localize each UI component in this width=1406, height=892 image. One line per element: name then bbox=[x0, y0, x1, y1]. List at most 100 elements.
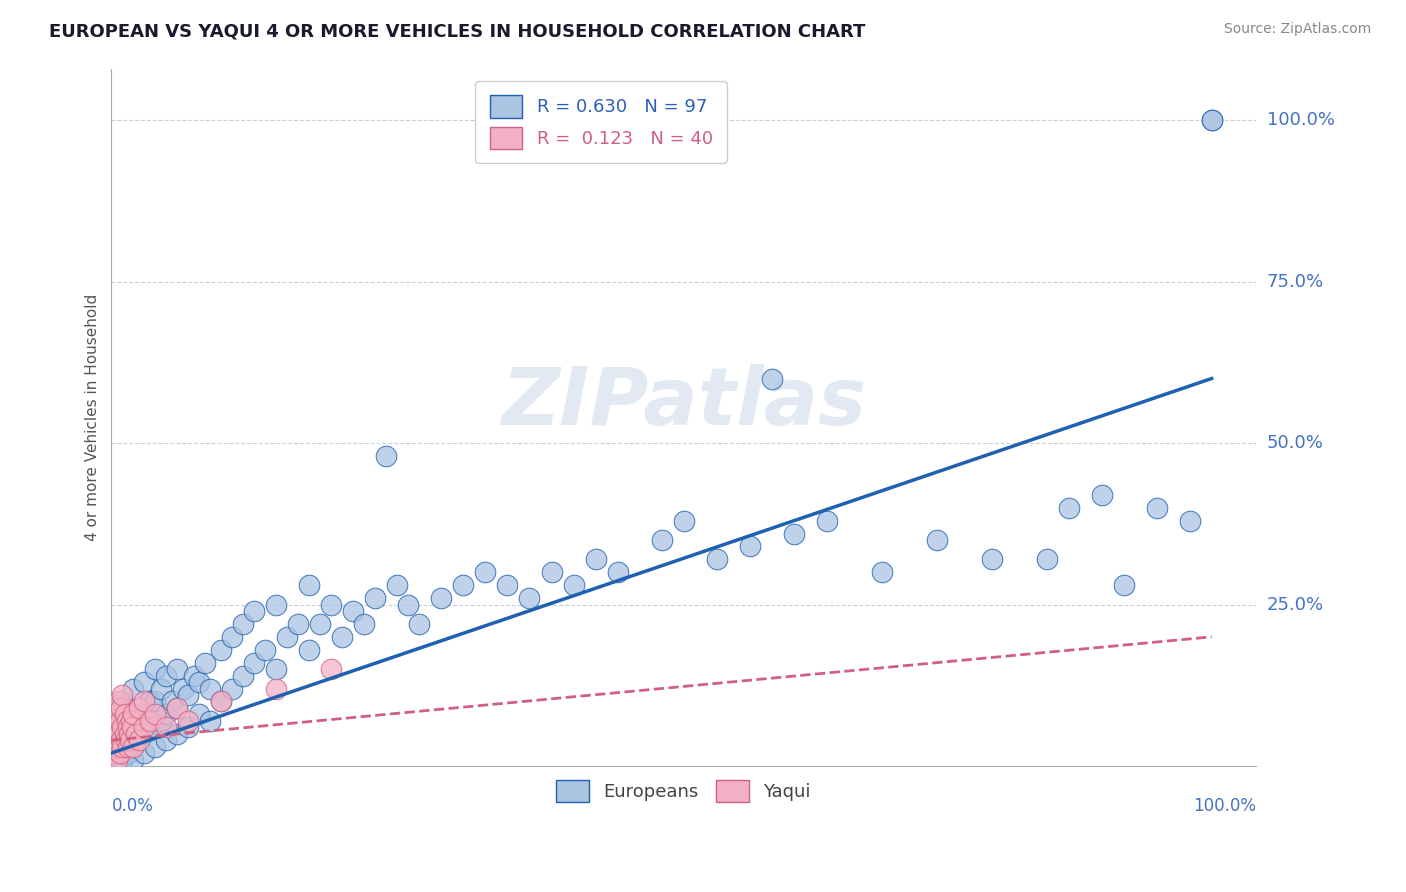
Point bbox=[1201, 113, 1223, 128]
Point bbox=[124, 727, 146, 741]
Point bbox=[120, 733, 142, 747]
Text: Source: ZipAtlas.com: Source: ZipAtlas.com bbox=[1223, 22, 1371, 37]
Point bbox=[120, 714, 142, 728]
Point bbox=[166, 727, 188, 741]
Point bbox=[706, 552, 728, 566]
Point bbox=[1091, 488, 1114, 502]
Point bbox=[139, 714, 162, 728]
Point bbox=[107, 707, 129, 722]
Point bbox=[108, 753, 131, 767]
Point bbox=[128, 733, 150, 747]
Point bbox=[128, 701, 150, 715]
Point bbox=[145, 662, 167, 676]
Point bbox=[375, 449, 398, 463]
Point bbox=[122, 707, 145, 722]
Text: 50.0%: 50.0% bbox=[1267, 434, 1323, 452]
Point bbox=[1112, 578, 1135, 592]
Point bbox=[276, 630, 298, 644]
Point bbox=[606, 566, 628, 580]
Point bbox=[122, 727, 145, 741]
Point bbox=[519, 591, 541, 606]
Point bbox=[108, 746, 131, 760]
Point bbox=[145, 707, 167, 722]
Point bbox=[134, 746, 156, 760]
Point bbox=[134, 720, 156, 734]
Point bbox=[738, 540, 761, 554]
Text: 75.0%: 75.0% bbox=[1267, 273, 1324, 291]
Point bbox=[105, 720, 128, 734]
Point bbox=[287, 616, 309, 631]
Point bbox=[209, 694, 232, 708]
Point bbox=[651, 533, 673, 547]
Point bbox=[321, 598, 343, 612]
Point bbox=[108, 694, 131, 708]
Point bbox=[200, 714, 222, 728]
Point bbox=[139, 720, 162, 734]
Point bbox=[353, 616, 375, 631]
Point bbox=[121, 720, 143, 734]
Point bbox=[453, 578, 475, 592]
Point bbox=[221, 681, 243, 696]
Text: 25.0%: 25.0% bbox=[1267, 596, 1324, 614]
Point bbox=[134, 707, 156, 722]
Point bbox=[209, 694, 232, 708]
Point bbox=[585, 552, 607, 566]
Point bbox=[298, 578, 321, 592]
Point bbox=[114, 727, 136, 741]
Point bbox=[122, 707, 145, 722]
Point bbox=[122, 681, 145, 696]
Point bbox=[298, 642, 321, 657]
Point bbox=[115, 714, 138, 728]
Point bbox=[408, 616, 430, 631]
Point bbox=[104, 746, 127, 760]
Point bbox=[111, 720, 134, 734]
Point bbox=[496, 578, 519, 592]
Text: ZIPatlas: ZIPatlas bbox=[501, 364, 866, 442]
Point bbox=[149, 681, 172, 696]
Text: EUROPEAN VS YAQUI 4 OR MORE VEHICLES IN HOUSEHOLD CORRELATION CHART: EUROPEAN VS YAQUI 4 OR MORE VEHICLES IN … bbox=[49, 22, 866, 40]
Point bbox=[110, 733, 132, 747]
Point bbox=[266, 662, 288, 676]
Point bbox=[111, 739, 134, 754]
Point bbox=[364, 591, 387, 606]
Point bbox=[342, 604, 364, 618]
Point bbox=[562, 578, 585, 592]
Point bbox=[166, 701, 188, 715]
Point bbox=[321, 662, 343, 676]
Point bbox=[160, 694, 183, 708]
Point bbox=[177, 688, 200, 702]
Point bbox=[209, 642, 232, 657]
Point bbox=[111, 727, 134, 741]
Point bbox=[188, 675, 211, 690]
Point bbox=[122, 753, 145, 767]
Point bbox=[155, 668, 177, 682]
Text: 100.0%: 100.0% bbox=[1267, 112, 1334, 129]
Point bbox=[815, 514, 838, 528]
Point bbox=[111, 739, 134, 754]
Legend: Europeans, Yaqui: Europeans, Yaqui bbox=[548, 772, 818, 809]
Point bbox=[166, 701, 188, 715]
Point bbox=[108, 714, 131, 728]
Text: 0.0%: 0.0% bbox=[111, 797, 153, 814]
Point bbox=[1057, 500, 1080, 515]
Point bbox=[761, 371, 783, 385]
Point bbox=[122, 739, 145, 754]
Point bbox=[177, 714, 200, 728]
Point bbox=[111, 688, 134, 702]
Point bbox=[200, 681, 222, 696]
Point bbox=[194, 656, 217, 670]
Point bbox=[188, 707, 211, 722]
Point bbox=[221, 630, 243, 644]
Point bbox=[243, 604, 266, 618]
Point bbox=[1201, 113, 1223, 128]
Point bbox=[114, 733, 136, 747]
Point bbox=[145, 694, 167, 708]
Point bbox=[111, 753, 134, 767]
Point bbox=[782, 526, 804, 541]
Point bbox=[122, 739, 145, 754]
Point bbox=[474, 566, 496, 580]
Point bbox=[1146, 500, 1168, 515]
Y-axis label: 4 or more Vehicles in Household: 4 or more Vehicles in Household bbox=[86, 293, 100, 541]
Point bbox=[128, 714, 150, 728]
Point bbox=[1178, 514, 1201, 528]
